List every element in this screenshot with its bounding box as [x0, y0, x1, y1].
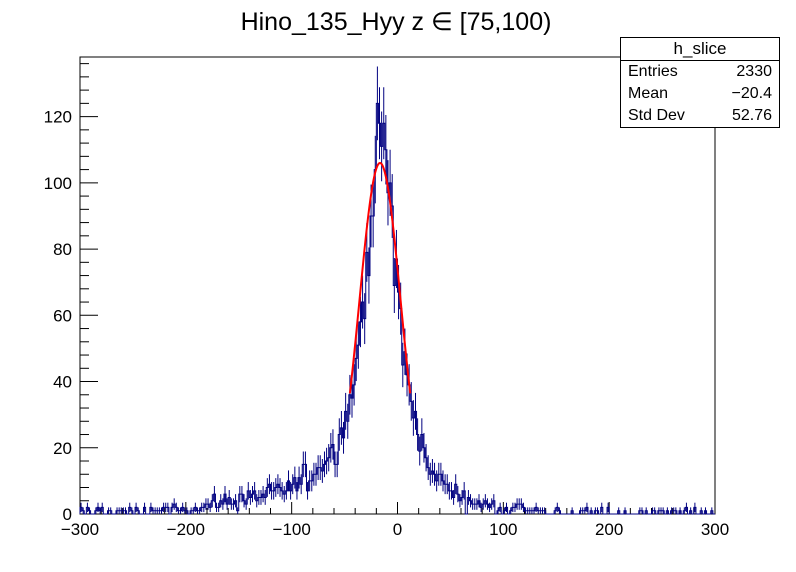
stats-box: h_slice Entries 2330 Mean −20.4 Std Dev …	[620, 37, 780, 128]
y-tick-label: 100	[44, 174, 72, 193]
y-axis: 0 20 40 60 80 100 120	[44, 63, 98, 524]
histogram-line	[79, 102, 715, 515]
gaussian-fit-series	[348, 161, 412, 394]
histogram-series	[79, 66, 715, 515]
x-tick-label: 0	[393, 520, 402, 539]
y-tick-label: 80	[53, 240, 72, 259]
x-tick-label: −200	[167, 520, 205, 539]
x-tick-label: 300	[701, 520, 729, 539]
stats-row-entries: Entries 2330	[621, 61, 779, 83]
x-tick-label: −100	[273, 520, 311, 539]
stats-stddev-value: 52.76	[731, 107, 772, 124]
y-tick-label: 40	[53, 373, 72, 392]
stats-mean-label: Mean	[628, 85, 669, 102]
x-tick-label: −300	[61, 520, 99, 539]
stats-entries-value: 2330	[736, 63, 772, 80]
y-tick-label: 20	[53, 439, 72, 458]
stats-title: h_slice	[621, 38, 779, 61]
chart-title: Hino_135_Hyy z ∈ [75,100)	[241, 8, 552, 36]
stats-row-stddev: Std Dev 52.76	[621, 105, 779, 127]
fit-curve	[348, 161, 412, 394]
stats-mean-value: −20.4	[731, 85, 772, 102]
stats-entries-label: Entries	[628, 63, 678, 80]
x-tick-label: 200	[595, 520, 623, 539]
y-tick-label: 60	[53, 306, 72, 325]
stats-stddev-label: Std Dev	[628, 107, 685, 124]
y-tick-label: 120	[44, 108, 72, 127]
y-tick-label: 0	[63, 505, 72, 524]
stats-row-mean: Mean −20.4	[621, 83, 779, 105]
x-tick-label: 100	[489, 520, 517, 539]
x-axis: −300 −200 −100 0 100 200 300	[61, 502, 729, 539]
